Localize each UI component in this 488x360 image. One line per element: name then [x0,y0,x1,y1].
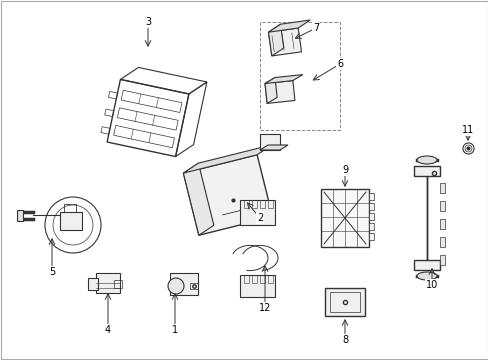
Bar [88,278,98,290]
Bar [170,273,198,295]
Text: 10: 10 [425,280,437,290]
Polygon shape [413,166,439,270]
Bar [240,200,274,225]
Bar [251,200,257,208]
Bar [260,275,264,283]
Polygon shape [183,163,213,235]
Ellipse shape [416,272,436,280]
Bar [267,200,272,208]
Bar [267,275,272,283]
Polygon shape [268,28,301,56]
Bar [439,255,444,265]
Bar [251,275,257,283]
Polygon shape [260,145,287,150]
Text: 7: 7 [312,23,319,33]
Bar [244,200,248,208]
Bar [439,219,444,229]
Polygon shape [268,20,309,32]
Bar [17,210,23,221]
Text: 2: 2 [256,213,263,223]
Text: 3: 3 [144,17,151,27]
Text: 1: 1 [172,325,178,335]
Bar [60,212,82,230]
Circle shape [168,278,183,294]
Bar [439,201,444,211]
Bar [260,22,339,130]
Bar [114,280,122,288]
Bar [368,193,373,200]
Text: 6: 6 [336,59,343,69]
Bar [368,233,373,240]
Ellipse shape [416,156,436,164]
Bar [325,288,364,316]
Text: 12: 12 [258,303,271,313]
Text: 5: 5 [49,267,55,277]
Bar [260,200,264,208]
Polygon shape [264,75,302,84]
Text: 9: 9 [341,165,347,175]
Polygon shape [264,77,277,103]
Text: 11: 11 [461,125,473,135]
Polygon shape [183,155,272,235]
Polygon shape [183,145,272,173]
Polygon shape [264,81,294,103]
Bar [368,203,373,210]
Bar [96,273,120,293]
Bar [439,183,444,193]
Text: 8: 8 [341,335,347,345]
Bar [64,204,76,212]
Bar [244,275,248,283]
Polygon shape [260,134,280,150]
Bar [320,189,368,247]
Bar [240,275,274,297]
Bar [439,237,444,247]
Bar [190,283,198,289]
Polygon shape [268,24,283,56]
Text: 4: 4 [105,325,111,335]
Bar [368,213,373,220]
Bar [329,292,359,312]
Bar [368,223,373,230]
